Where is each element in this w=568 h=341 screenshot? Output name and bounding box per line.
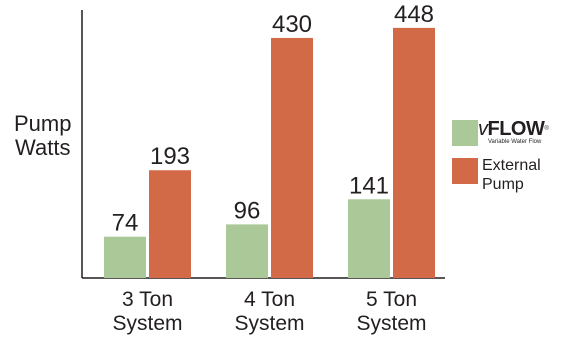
value-label-external-pump-3: 448 [394,1,434,28]
x-tick-label-3: 5 Ton System [356,288,426,335]
y-axis-label: Pump Watts [14,112,71,160]
vflow-logo-trademark: ® [544,126,549,132]
legend-item-external-pump: External Pump [452,156,562,194]
value-label-vflow-1: 74 [112,210,139,237]
x-tick-label-1: 3 Ton System [112,288,182,335]
value-label-vflow-2: 96 [234,197,261,224]
vflow-logo: vFLOW® Variable Water Flow [478,118,549,146]
bar-vflow-2 [226,224,268,278]
bar-vflow-3 [348,199,390,278]
bar-external-pump-2 [271,37,313,278]
legend: vFLOW® Variable Water Flow External Pump [452,118,562,204]
y-axis-label-line-1: Pump [14,111,72,136]
legend-swatch-external-pump [452,158,478,184]
legend-item-vflow: vFLOW® Variable Water Flow [452,118,562,146]
bar-external-pump-1 [149,170,191,278]
bar-external-pump-3 [393,27,435,278]
legend-swatch-vflow [452,120,478,146]
bar-vflow-1 [104,236,146,278]
value-label-external-pump-2: 430 [272,11,312,38]
value-label-vflow-3: 141 [349,172,389,199]
value-label-external-pump-1: 193 [150,143,190,170]
y-axis-label-line-2: Watts [15,135,71,160]
x-tick-label-2: 4 Ton System [234,288,304,335]
legend-label-external-pump: External Pump [482,157,541,193]
vflow-logo-tagline: Variable Water Flow [488,139,542,145]
vflow-logo-word: FLOW [487,118,545,140]
vflow-logo-v: v [478,118,488,140]
